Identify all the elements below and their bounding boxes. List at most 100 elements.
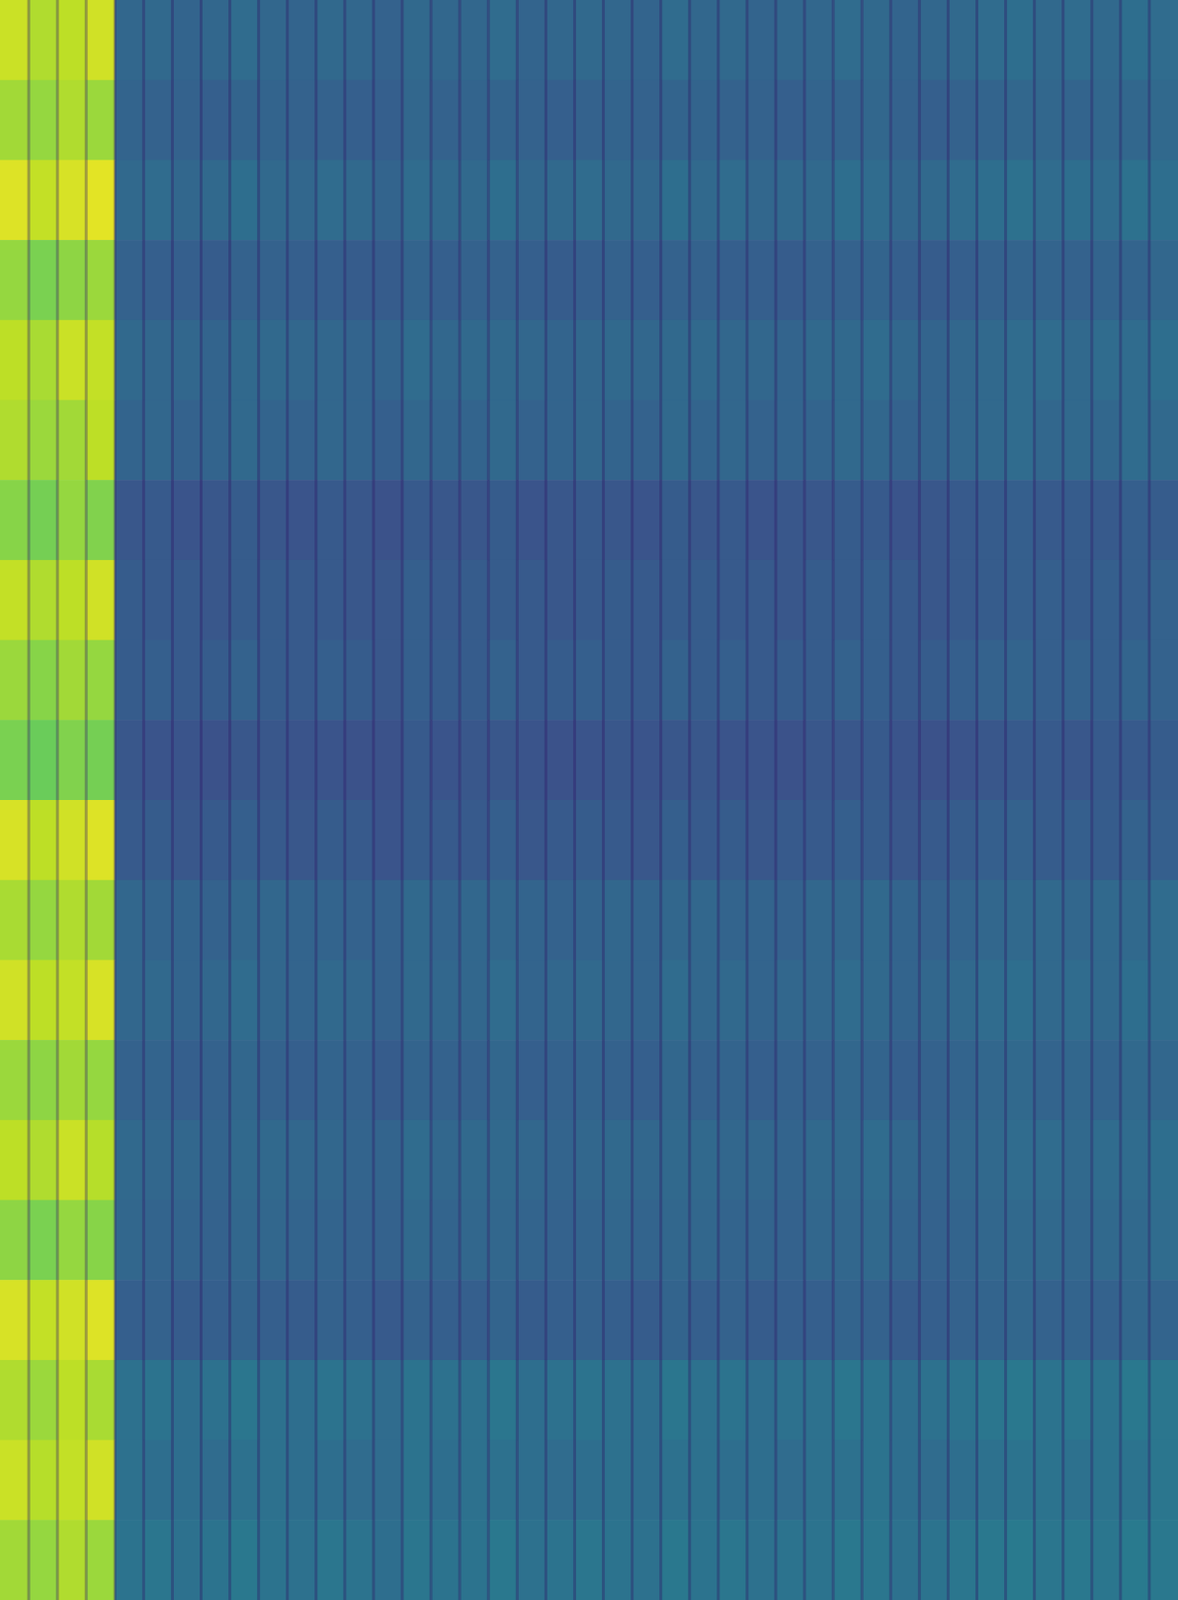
heatmap-cell: [747, 1439, 777, 1521]
heatmap-cell: [1120, 640, 1151, 721]
heatmap-cell: [976, 640, 1007, 721]
heatmap-cell: [1034, 879, 1065, 961]
heatmap-cell: [1006, 719, 1036, 800]
heatmap-cell: [1006, 559, 1036, 641]
heatmap-cell: [459, 239, 490, 321]
heatmap-cell: [1034, 239, 1065, 321]
heatmap-cell: [230, 479, 260, 560]
heatmap-cell: [1149, 400, 1178, 481]
heatmap-cell: [28, 479, 59, 560]
heatmap-cell: [402, 159, 432, 240]
heatmap-cell: [287, 1279, 318, 1360]
heatmap-cell: [574, 0, 604, 81]
heatmap-cell: [919, 1439, 949, 1521]
heatmap-cell: [861, 1439, 892, 1521]
heatmap-cell: [143, 1119, 173, 1200]
heatmap-cell: [488, 159, 518, 240]
heatmap-cell: [171, 1119, 202, 1200]
heatmap-cell: [57, 1439, 87, 1521]
heatmap-cell: [1006, 239, 1036, 321]
heatmap-cell: [488, 80, 518, 161]
heatmap-cell: [201, 1039, 232, 1120]
heatmap-cell: [661, 559, 691, 641]
heatmap-cell: [545, 159, 576, 240]
heatmap-cell: [1063, 1039, 1093, 1120]
heatmap-cell: [230, 1439, 260, 1521]
heatmap-cell: [430, 640, 461, 721]
cell-divider: [228, 0, 232, 1600]
heatmap-cell: [516, 80, 547, 161]
heatmap-cell: [1006, 1119, 1036, 1200]
heatmap-cell: [947, 159, 978, 240]
heatmap-cell: [890, 80, 921, 161]
heatmap-cell: [344, 80, 375, 161]
heatmap-cell: [171, 239, 202, 321]
heatmap-cell: [459, 0, 490, 81]
heatmap-cell: [258, 640, 289, 721]
heatmap-cell: [574, 1519, 604, 1600]
heatmap-cell: [890, 400, 921, 481]
heatmap-cell: [0, 1439, 30, 1521]
heatmap-cell: [1034, 159, 1065, 240]
heatmap-cell: [632, 1119, 663, 1200]
heatmap-cell: [114, 719, 145, 800]
heatmap-cell: [1092, 80, 1122, 161]
heatmap-cell: [316, 1279, 346, 1360]
heatmap-cell: [201, 239, 232, 321]
heatmap-cell: [861, 320, 892, 401]
heatmap-cell: [516, 1119, 547, 1200]
heatmap-cell: [1006, 1199, 1036, 1281]
heatmap-cell: [1092, 479, 1122, 560]
heatmap-cell: [459, 959, 490, 1040]
heatmap-cell: [316, 80, 346, 161]
heatmap-cell: [258, 0, 289, 81]
heatmap-cell: [114, 640, 145, 721]
heatmap-cell: [344, 0, 375, 81]
heatmap-cell: [230, 1519, 260, 1600]
heatmap-cell: [459, 1359, 490, 1440]
heatmap-cell: [516, 239, 547, 321]
heatmap-cell: [718, 479, 749, 560]
heatmap-cell: [201, 80, 232, 161]
heatmap-cell: [804, 239, 835, 321]
heatmap-cell: [488, 879, 518, 961]
heatmap-cell: [230, 320, 260, 401]
heatmap-cell: [718, 640, 749, 721]
heatmap-cell: [775, 1439, 806, 1521]
heatmap-cell: [976, 799, 1007, 880]
heatmap-cell: [947, 1199, 978, 1281]
heatmap-cell: [545, 799, 576, 880]
heatmap-cell: [316, 0, 346, 81]
heatmap-cell: [316, 239, 346, 321]
heatmap-cell: [661, 80, 691, 161]
heatmap-cell: [57, 1359, 87, 1440]
heatmap-cell: [430, 1199, 461, 1281]
heatmap-cell: [632, 1039, 663, 1120]
heatmap-cell: [833, 239, 863, 321]
heatmap-cell: [833, 400, 863, 481]
heatmap-cell: [0, 1199, 30, 1281]
heatmap-cell: [1092, 1279, 1122, 1360]
heatmap-cell: [1149, 1519, 1178, 1600]
heatmap-cell: [85, 1519, 116, 1600]
heatmap-cell: [143, 1519, 173, 1600]
heatmap-cell: [201, 1359, 232, 1440]
heatmap-cell: [976, 400, 1007, 481]
heatmap-cell: [143, 1359, 173, 1440]
heatmap-cell: [976, 1439, 1007, 1521]
heatmap-cell: [258, 159, 289, 240]
heatmap-cell: [85, 0, 116, 81]
cell-divider: [745, 0, 749, 1600]
heatmap-cell: [373, 1359, 404, 1440]
heatmap-cell: [919, 1359, 949, 1440]
heatmap-cell: [1120, 799, 1151, 880]
heatmap-cell: [545, 1119, 576, 1200]
heatmap-cell: [373, 1039, 404, 1120]
heatmap-cell: [861, 719, 892, 800]
heatmap-cell: [1092, 1439, 1122, 1521]
heatmap-cell: [718, 1519, 749, 1600]
heatmap-cell: [287, 80, 318, 161]
heatmap-cell: [1149, 159, 1178, 240]
heatmap-cell: [718, 1439, 749, 1521]
heatmap-cell: [114, 400, 145, 481]
